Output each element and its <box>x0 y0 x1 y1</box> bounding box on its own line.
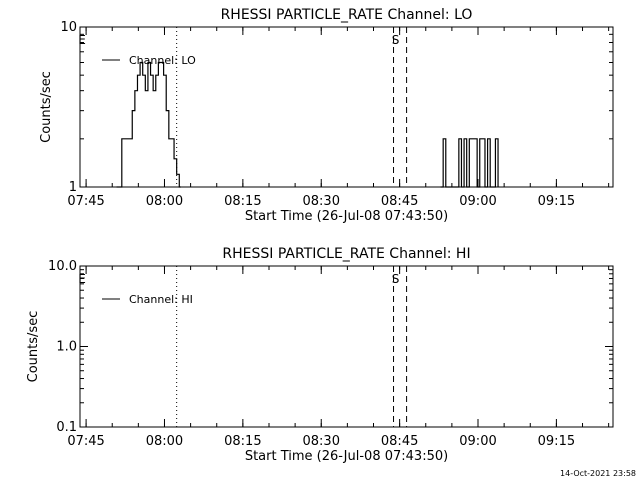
panel1-marker-label: S <box>392 33 400 47</box>
panel2-marker-label: S <box>392 272 400 286</box>
panel1-x-tick-label: 08:30 <box>303 194 340 209</box>
panel1-x-tick-label: 08:45 <box>381 194 418 209</box>
panel2-y-axis-label: Counts/sec <box>26 311 41 383</box>
panel1-y-axis-label: Counts/sec <box>39 71 54 143</box>
panel2-x-tick-label: 08:30 <box>303 434 340 449</box>
panel1-x-tick-label: 09:15 <box>538 194 575 209</box>
panel2-y-tick-label: 0.1 <box>56 420 77 435</box>
panel2-title: RHESSI PARTICLE_RATE Channel: HI <box>222 246 470 262</box>
panel1-marker-label: E <box>78 33 86 47</box>
panel1-series-line <box>116 61 499 188</box>
panel2-x-tick-label: 09:15 <box>538 434 575 449</box>
panel2-marker-label: E <box>78 272 86 286</box>
panel1-x-axis-label: Start Time (26-Jul-08 07:43:50) <box>245 209 448 224</box>
panel2-x-tick-label: 08:00 <box>146 434 183 449</box>
panel2-x-tick-label: 08:45 <box>381 434 418 449</box>
panel1-y-tick-label: 1 <box>69 180 77 195</box>
panel2-x-axis-label: Start Time (26-Jul-08 07:43:50) <box>245 449 448 464</box>
panel1-x-tick-label: 07:45 <box>67 194 104 209</box>
panel1-x-tick-label: 08:00 <box>146 194 183 209</box>
panel2-y-tick-label: 10.0 <box>48 259 77 274</box>
panel2-legend-label: Channel: HI <box>129 293 193 306</box>
panel2-axes-frame <box>79 265 614 428</box>
plot-timestamp: 14-Oct-2021 23:58 <box>560 469 636 478</box>
panel1-x-tick-label: 09:00 <box>459 194 496 209</box>
panel2-x-tick-label: 08:15 <box>224 434 261 449</box>
panel1-legend-label: Channel: LO <box>129 54 196 67</box>
panel1-title: RHESSI PARTICLE_RATE Channel: LO <box>221 7 473 23</box>
panel2-x-tick-label: 07:45 <box>67 434 104 449</box>
panel2-y-tick-label: 1.0 <box>56 340 77 355</box>
panel1-x-tick-label: 08:15 <box>224 194 261 209</box>
panel1-axes-frame <box>79 26 614 188</box>
panel2-x-tick-label: 09:00 <box>459 434 496 449</box>
panel1-y-tick-label: 10 <box>60 20 77 35</box>
